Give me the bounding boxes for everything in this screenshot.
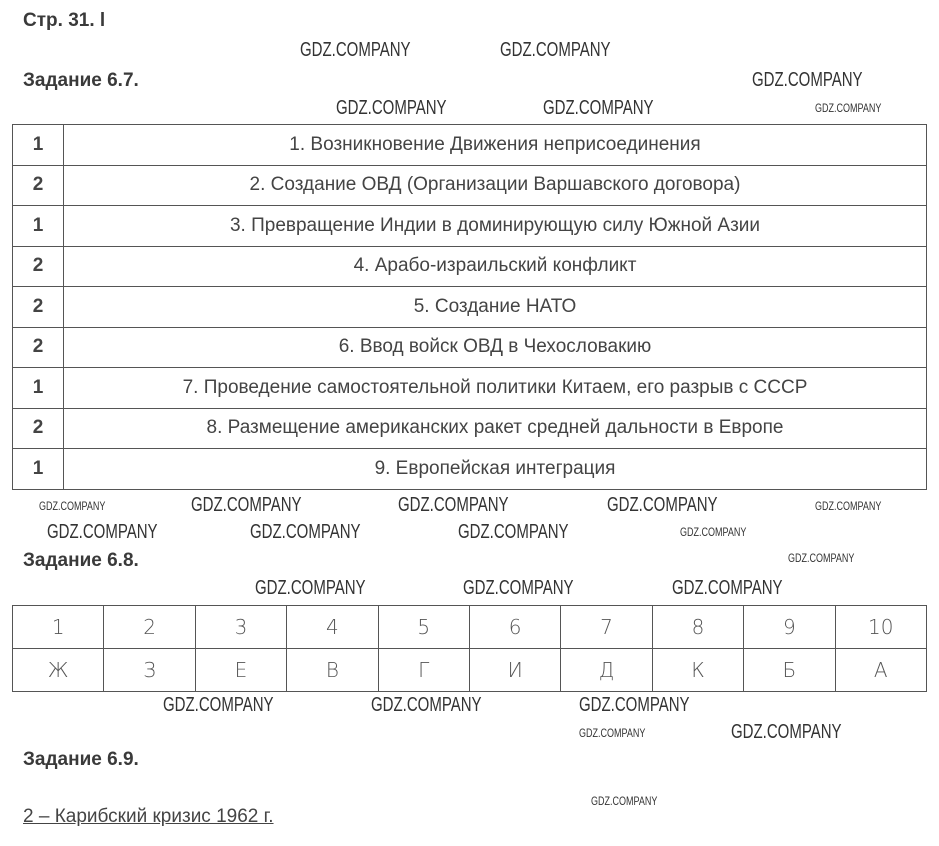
letter-cell: Д (560, 648, 653, 692)
number-cell: 8 (651, 605, 745, 649)
row-answer: 1 (12, 205, 64, 247)
table-row: 2 2. Создание ОВД (Организации Варшавског… (12, 164, 927, 206)
watermark: GDZ.COMPANY (300, 39, 411, 61)
table-row: 2 4. Арабо-израильский конфликт (12, 245, 927, 287)
letter-cell: З (103, 648, 196, 692)
number-cell: 9 (743, 605, 836, 649)
watermark: GDZ.COMPANY (255, 577, 366, 599)
watermark: GDZ.COMPANY (815, 499, 882, 513)
row-answer: 2 (12, 326, 64, 368)
row-event: 1. Возникновение Движения неприсоединени… (63, 124, 927, 166)
row-answer: 1 (12, 448, 64, 490)
table-row: 2 5. Создание НАТО (12, 286, 927, 328)
task-6-7-table: 1 1. Возникновение Движения неприсоединен… (12, 124, 927, 490)
watermark: GDZ.COMPANY (163, 694, 274, 716)
watermark: GDZ.COMPANY (731, 721, 842, 743)
task-6-7-title: Задание 6.7. (23, 70, 139, 91)
watermark: GDZ.COMPANY (250, 521, 361, 543)
number-cell: 1 (11, 605, 105, 649)
watermark: GDZ.COMPANY (815, 101, 882, 115)
task-6-9-answer: 2 – Карибский кризис 1962 г. (23, 806, 274, 827)
watermark: GDZ.COMPANY (458, 521, 569, 543)
watermark: GDZ.COMPANY (752, 69, 863, 91)
letter-cell: Ж (11, 648, 105, 692)
row-event: 5. Создание НАТО (63, 286, 927, 328)
watermark: GDZ.COMPANY (47, 521, 158, 543)
row-event: 3. Превращение Индии в доминирующую силу… (63, 205, 927, 247)
table-row: 1 9. Европейская интеграция (12, 448, 927, 490)
row-answer: 1 (12, 367, 64, 409)
row-answer: 2 (12, 286, 64, 328)
row-event: 4. Арабо-израильский конфликт (63, 245, 927, 287)
watermark: GDZ.COMPANY (500, 39, 611, 61)
numbers-row: 1 2 3 4 5 6 7 8 9 10 (11, 605, 928, 649)
row-event: 7. Проведение самостоятельной политики К… (63, 367, 927, 409)
letter-cell: А (834, 648, 928, 692)
task-6-8-title: Задание 6.8. (23, 550, 139, 571)
number-cell: 3 (194, 605, 288, 649)
number-cell: 6 (468, 605, 562, 649)
row-event: 2. Создание ОВД (Организации Варшавского… (63, 164, 927, 206)
row-answer: 2 (12, 164, 64, 206)
letter-cell: Е (194, 648, 288, 692)
watermark: GDZ.COMPANY (579, 726, 646, 740)
letter-cell: В (286, 648, 379, 692)
watermark: GDZ.COMPANY (336, 97, 447, 119)
watermark: GDZ.COMPANY (543, 97, 654, 119)
watermark: GDZ.COMPANY (607, 494, 718, 516)
number-cell: 10 (834, 605, 928, 649)
row-event: 9. Европейская интеграция (63, 448, 927, 490)
watermark: GDZ.COMPANY (463, 577, 574, 599)
row-event: 6. Ввод войск ОВД в Чехословакию (63, 326, 927, 368)
letter-cell: Г (377, 648, 470, 692)
number-cell: 5 (377, 605, 470, 649)
table-row: 2 8. Размещение американских ракет средне… (12, 407, 927, 449)
row-event: 8. Размещение американских ракет средней… (63, 407, 927, 449)
table-row: 1 1. Возникновение Движения неприсоединен… (12, 124, 927, 166)
watermark: GDZ.COMPANY (191, 494, 302, 516)
watermark: GDZ.COMPANY (398, 494, 509, 516)
row-answer: 2 (12, 407, 64, 449)
watermark: GDZ.COMPANY (39, 499, 106, 513)
row-answer: 1 (12, 124, 64, 166)
watermark: GDZ.COMPANY (680, 525, 747, 539)
watermark: GDZ.COMPANY (371, 694, 482, 716)
page-label: Стр. 31. l (23, 10, 106, 31)
letter-cell: Б (743, 648, 836, 692)
number-cell: 4 (286, 605, 379, 649)
number-cell: 7 (560, 605, 653, 649)
table-row: 1 3. Превращение Индии в доминирующую сил… (12, 205, 927, 247)
watermark: GDZ.COMPANY (579, 694, 690, 716)
table-row: 2 6. Ввод войск ОВД в Чехословакию (12, 326, 927, 368)
task-6-9-title: Задание 6.9. (23, 749, 139, 770)
watermark: GDZ.COMPANY (672, 577, 783, 599)
letter-cell: К (651, 648, 745, 692)
number-cell: 2 (103, 605, 196, 649)
row-answer: 2 (12, 245, 64, 287)
watermark: GDZ.COMPANY (591, 794, 658, 808)
letter-cell: И (468, 648, 562, 692)
table-row: 1 7. Проведение самостоятельной политики … (12, 367, 927, 409)
watermark: GDZ.COMPANY (788, 551, 855, 565)
